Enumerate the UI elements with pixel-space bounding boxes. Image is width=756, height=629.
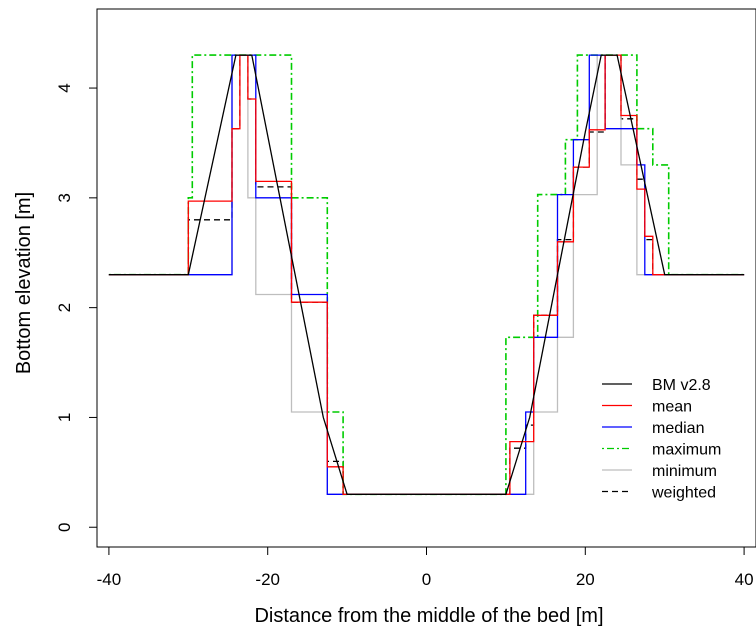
legend-label-minimum: minimum <box>652 463 717 480</box>
x-tick-label: 0 <box>422 570 431 589</box>
x-axis-title: Distance from the middle of the bed [m] <box>254 605 603 627</box>
x-tick-label: 40 <box>735 570 754 589</box>
legend-label-mean: mean <box>652 399 692 416</box>
y-tick-label: 1 <box>55 413 74 422</box>
series-line-median <box>108 54 745 495</box>
y-tick-label: 3 <box>55 193 74 202</box>
y-tick-label: 4 <box>55 83 74 92</box>
y-tick-label: 2 <box>55 303 74 312</box>
y-axis-title: Bottom elevation [m] <box>13 192 35 374</box>
x-axis: -40 -20 0 20 40 <box>97 547 754 589</box>
legend-label-bm-v2-8: BM v2.8 <box>652 377 711 394</box>
series-line-maximum <box>108 54 745 496</box>
x-tick-label: -20 <box>255 570 280 589</box>
x-tick-label: 20 <box>576 570 595 589</box>
series-line-bm-v2-8 <box>108 54 745 495</box>
y-tick-label: 0 <box>55 523 74 532</box>
y-axis: 0 1 2 3 4 <box>55 83 97 532</box>
legend-label-median: median <box>652 420 704 437</box>
legend: BM v2.8 mean median maximum minimum weighted <box>602 377 721 502</box>
series-layer <box>108 54 745 496</box>
legend-label-weighted: weighted <box>651 485 716 502</box>
x-tick-label: -40 <box>97 570 122 589</box>
legend-label-maximum: maximum <box>652 442 721 459</box>
